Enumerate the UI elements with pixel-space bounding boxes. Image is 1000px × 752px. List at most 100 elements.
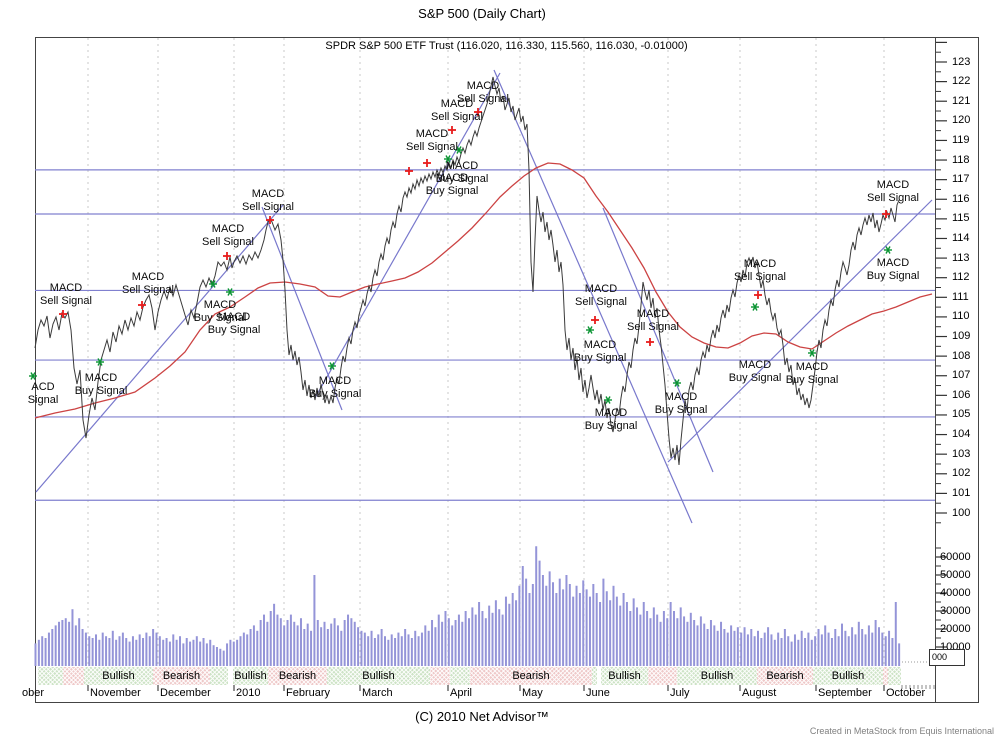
macd-buy-label: MACD Buy Signal [36,372,166,397]
bullish-band-segment: Bullish [327,667,430,685]
bearish-band-segment [648,667,677,685]
month-label: October [886,687,926,699]
signal-label-line: MACD [466,80,500,92]
price-tick-label: 105 [952,408,971,421]
signal-label-line: Buy Signal [193,311,247,324]
signal-label-line: MACD [318,375,352,387]
bullish-band-segment [38,667,63,685]
bearish-band-segment: Bearish [470,667,592,685]
signal-label-line: ACD [31,381,55,393]
macd-buy-label: MACD Buy Signal [747,361,877,386]
sentiment-label: Bullish [234,670,267,682]
price-tick-label: 120 [952,114,971,127]
price-tick-label: 106 [952,388,971,401]
price-tick-label: 115 [952,212,970,225]
sentiment-label: Bearish [278,670,317,682]
price-tick-label: 101 [952,486,971,499]
month-label: March [362,687,393,699]
volume-tick-label: 40000 [940,586,971,599]
signal-label-line: MACD [435,172,469,184]
volume-tick-label: 10000 [940,640,971,653]
signal-label-line: MACD [584,283,618,295]
signal-label-line: Buy Signal [435,172,489,185]
signal-label-line: MACD [636,308,670,320]
signal-label-line: MACD [211,223,245,235]
sentiment-label: Bullish [608,670,641,682]
macd-sell-label: MACD Sell Signal [536,283,666,308]
macd-buy-label: MACD Buy Signal [387,172,517,197]
sentiment-label: Bullish [102,670,135,682]
signal-label-line: Buy Signal [207,323,261,336]
signal-label-line: Buy Signal [728,371,782,384]
signal-label-line: MACD [445,160,479,172]
signal-label-line: MACD [738,359,772,371]
signal-label-line: Buy Signal [425,184,479,197]
signal-label-line: Sell Signal [122,283,174,296]
bullish-band-segment: Bullish [233,667,268,685]
price-tick-label: 111 [952,290,969,303]
signal-label-line: MACD [594,407,628,419]
signal-label-line: Sell Signal [867,191,919,204]
bullish-band-segment: Bullish [601,667,648,685]
macd-buy-label: MACD Buy Signal [535,339,665,364]
value-overlay-text: 000 [932,652,948,662]
month-label: June [586,687,610,699]
sentiment-label: Bearish [512,670,550,682]
month-label: May [522,687,543,699]
bearish-band-segment: Bearish [757,667,813,685]
value-overlay-box: 000 [929,649,965,666]
price-tick-label: 100 [952,506,971,519]
signal-label-line: MACD [795,361,829,373]
signal-label-line: MACD [203,299,237,311]
macd-buy-label: MACD Buy Signal [546,407,676,432]
signal-label-line: Sell Signal [627,320,679,333]
price-tick-label: 123 [952,55,971,68]
signal-label-line: Buy Signal [866,269,920,282]
month-label: ober [22,687,45,699]
volume-tick-label: 50000 [940,568,971,581]
signal-label-line: MACD [876,257,910,269]
signal-label-line: Sell Signal [575,295,627,308]
signal-label-line: MACD [251,188,285,200]
signal-label-line: Sell Signal [431,110,483,123]
signal-label-line: Buy Signal [654,403,708,416]
price-tick-label: 108 [952,349,971,362]
metastock-credit: Created in MetaStock from Equis Internat… [809,726,994,736]
bearish-band-segment [883,667,888,685]
price-tick-label: 121 [952,94,971,107]
bullish-band-segment [450,667,470,685]
price-tick-label: 103 [952,447,971,460]
price-tick-label: 122 [952,75,971,88]
signal-label-line: Sell Signal [202,235,254,248]
axis-divider [935,37,936,702]
sentiment-label: Bullish [831,670,865,682]
signal-label-line: MACD [217,311,251,323]
sentiment-label: Bullish [700,670,734,682]
macd-sell-label: MACD Sell Signal [588,308,718,333]
signal-label-line: Signal [27,393,59,406]
signal-label-line: Buy Signal [74,384,128,397]
month-label: July [670,687,690,699]
macd-sell-label: MACD Sell Signal [163,223,293,248]
macd-buy-label: MACD Buy Signal [169,311,299,336]
month-label: December [160,687,211,699]
macd-buy-label: MACD Buy Signal [690,359,820,384]
bullish-band-segment: Bullish [813,667,883,685]
price-tick-label: 116 [952,192,970,205]
price-tick-label: 117 [952,173,970,186]
month-label: August [742,687,777,699]
macd-sell-label: MACD Sell Signal [83,271,213,296]
price-tick-label: 119 [952,133,970,146]
price-tick-label: 107 [952,369,971,382]
signal-label-line: MACD [131,271,165,283]
signal-label-line: Buy Signal [785,373,839,386]
signal-label-line: MACD [49,282,83,294]
signal-label-line: MACD [583,339,617,351]
macd-sell-label: MACD Sell Signal [418,80,548,105]
price-tick-label: 109 [952,330,971,343]
signal-label-line: MACD [440,98,474,110]
month-label: November [90,687,141,699]
sentiment-label: Bearish [162,670,201,682]
copyright-line: (C) 2010 Net Advisor™ [415,709,549,724]
signal-label-line: MACD [664,391,698,403]
